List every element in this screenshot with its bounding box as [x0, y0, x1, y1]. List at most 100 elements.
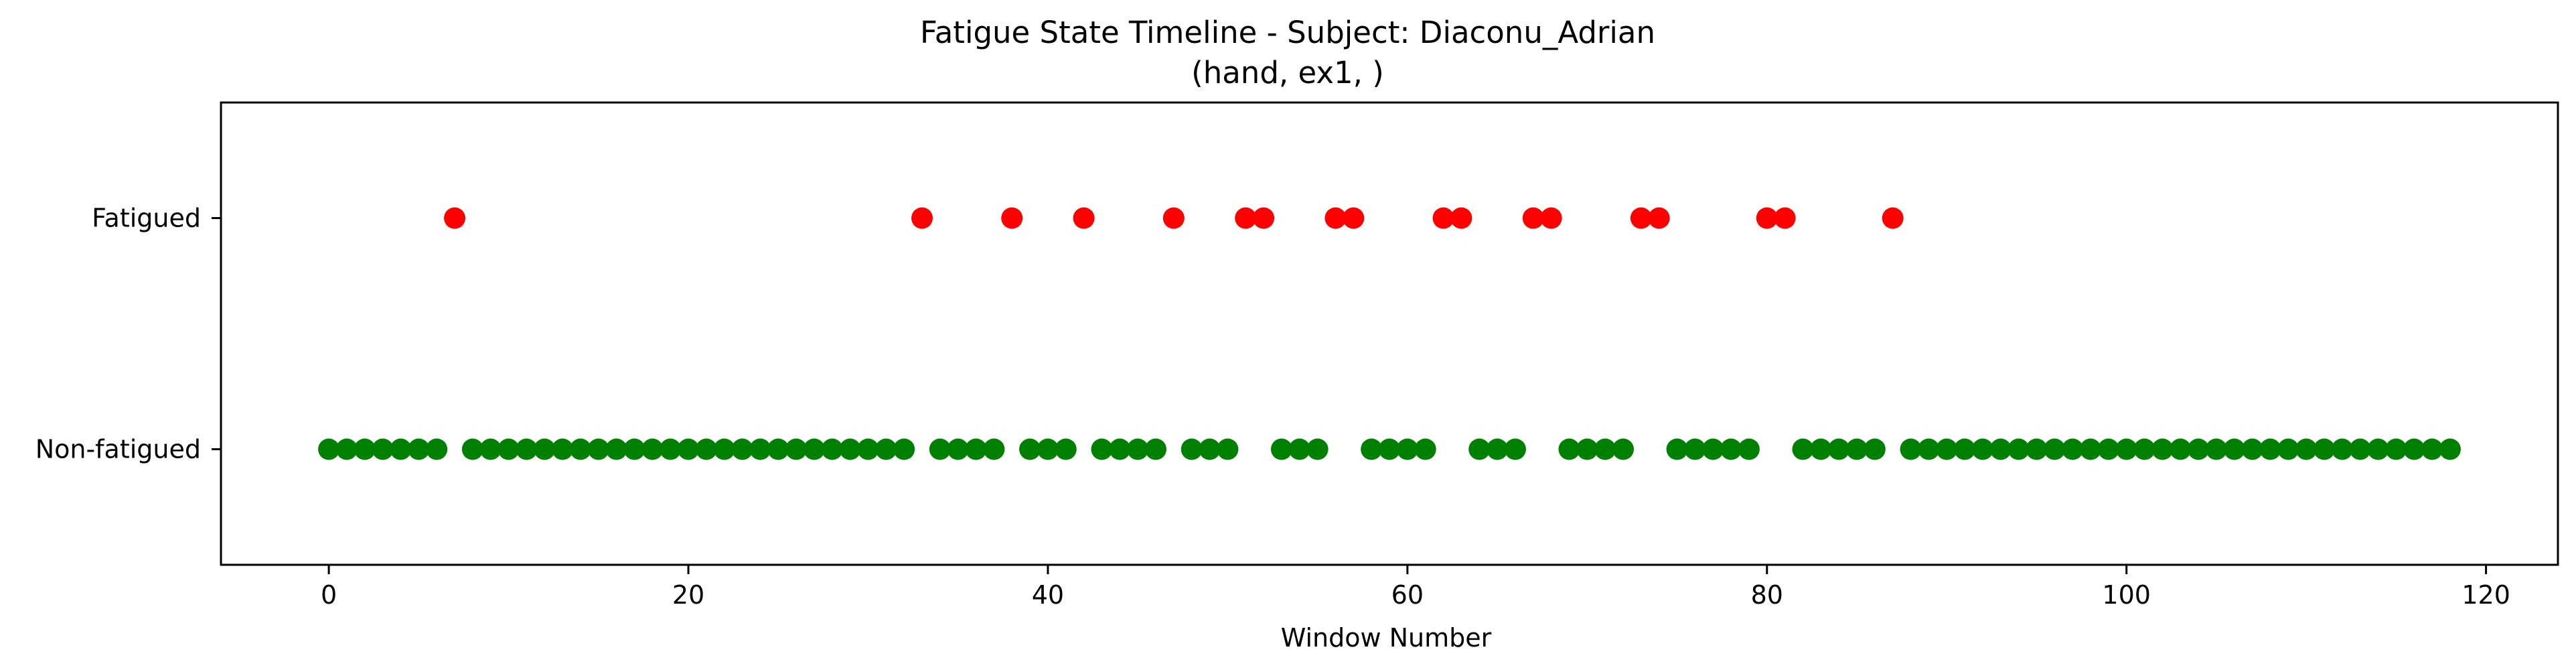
non-fatigued-point	[2403, 438, 2425, 460]
non-fatigued-point	[2349, 438, 2371, 460]
non-fatigued-point	[2188, 438, 2210, 460]
non-fatigued-point	[2007, 438, 2030, 460]
non-fatigued-point	[1288, 438, 1310, 460]
non-fatigued-point	[1666, 438, 1688, 460]
non-fatigued-point	[1702, 438, 1724, 460]
non-fatigued-point	[1217, 438, 1239, 460]
non-fatigued-point	[1738, 438, 1760, 460]
chart-title: Fatigue State Timeline - Subject: Diacon…	[920, 15, 1655, 50]
non-fatigued-point	[1199, 438, 1221, 460]
non-fatigued-point	[2044, 438, 2066, 460]
non-fatigued-point	[965, 438, 987, 460]
non-fatigued-point	[1989, 438, 2012, 460]
non-fatigued-point	[1864, 438, 1886, 460]
non-fatigued-point	[2421, 438, 2443, 460]
non-fatigued-point	[516, 438, 538, 460]
non-fatigued-point	[623, 438, 646, 460]
non-fatigued-point	[390, 438, 412, 460]
fatigued-point	[1774, 207, 1796, 229]
non-fatigued-point	[1810, 438, 1832, 460]
fatigued-point	[1162, 207, 1185, 229]
fatigued-point	[1343, 207, 1365, 229]
non-fatigued-point	[1954, 438, 1976, 460]
non-fatigued-point	[2062, 438, 2084, 460]
non-fatigued-point	[785, 438, 808, 460]
non-fatigued-point	[2259, 438, 2281, 460]
non-fatigued-point	[875, 438, 897, 460]
x-tick-label: 60	[1391, 580, 1424, 610]
non-fatigued-point	[335, 438, 358, 460]
non-fatigued-point	[1684, 438, 1706, 460]
non-fatigued-point	[408, 438, 430, 460]
non-fatigued-point	[1918, 438, 1940, 460]
non-fatigued-point	[587, 438, 609, 460]
non-fatigued-point	[372, 438, 394, 460]
non-fatigued-point	[1900, 438, 1922, 460]
fatigued-point	[1450, 207, 1472, 229]
fatigued-point	[1432, 207, 1454, 229]
non-fatigued-point	[767, 438, 789, 460]
fatigued-point	[1648, 207, 1670, 229]
non-fatigued-point	[534, 438, 556, 460]
non-fatigued-point	[1594, 438, 1616, 460]
x-tick-label: 20	[672, 580, 704, 610]
non-fatigued-point	[605, 438, 627, 460]
non-fatigued-point	[2080, 438, 2101, 460]
axis-ticks: 0 20 40 60 80 100 120 Non-fatigued Fatigued	[35, 204, 2510, 610]
non-fatigued-point	[1504, 438, 1526, 460]
non-fatigued-point	[2385, 438, 2407, 460]
non-fatigued-point	[2223, 438, 2245, 460]
chart-subtitle: (hand, ex1, )	[1191, 55, 1384, 90]
non-fatigued-point	[1612, 438, 1634, 460]
non-fatigued-point	[461, 438, 483, 460]
non-fatigued-point	[803, 438, 825, 460]
non-fatigued-point	[1396, 438, 1418, 460]
non-fatigued-point	[2331, 438, 2353, 460]
fatigued-point	[1882, 207, 1904, 229]
non-fatigued-point	[2277, 438, 2299, 460]
non-fatigued-point	[2115, 438, 2137, 460]
non-fatigued-point	[479, 438, 502, 460]
non-fatigued-point	[731, 438, 753, 460]
non-fatigued-point	[318, 438, 340, 460]
non-fatigued-point	[2097, 438, 2119, 460]
non-fatigued-point	[2314, 438, 2335, 460]
y-tick-label: Non-fatigued	[35, 435, 201, 464]
non-fatigued-point	[2295, 438, 2318, 460]
non-fatigued-point	[1414, 438, 1436, 460]
fatigued-point	[911, 207, 933, 229]
non-fatigued-point	[2151, 438, 2174, 460]
non-fatigued-point	[1109, 438, 1131, 460]
non-fatigued-point	[893, 438, 915, 460]
non-fatigued-point	[1361, 438, 1383, 460]
non-fatigued-point	[678, 438, 699, 460]
fatigued-point	[1540, 207, 1562, 229]
y-tick-label: Fatigued	[92, 204, 201, 233]
non-fatigued-point	[1936, 438, 1958, 460]
non-fatigued-point	[713, 438, 735, 460]
non-fatigued-point	[2170, 438, 2192, 460]
non-fatigued-point	[1468, 438, 1491, 460]
non-fatigued-point	[1181, 438, 1203, 460]
non-fatigued-point	[2241, 438, 2263, 460]
non-fatigued-point	[1270, 438, 1292, 460]
non-fatigued-point	[1971, 438, 1993, 460]
fatigued-point	[1630, 207, 1652, 229]
x-tick-label: 80	[1751, 580, 1783, 610]
non-fatigued-point	[426, 438, 448, 460]
non-fatigued-point	[2439, 438, 2461, 460]
non-fatigued-point	[1792, 438, 1814, 460]
fatigued-point	[1522, 207, 1544, 229]
non-fatigued-point	[695, 438, 717, 460]
non-fatigued-point	[2205, 438, 2227, 460]
fatigued-point	[1235, 207, 1257, 229]
non-fatigued-point	[1127, 438, 1149, 460]
non-fatigued-point	[354, 438, 376, 460]
non-fatigued-point	[983, 438, 1005, 460]
non-fatigued-point	[821, 438, 843, 460]
non-fatigued-point	[839, 438, 861, 460]
fatigued-point	[1253, 207, 1275, 229]
non-fatigued-point	[2133, 438, 2155, 460]
non-fatigued-point	[929, 438, 951, 460]
non-fatigued-point	[1091, 438, 1113, 460]
